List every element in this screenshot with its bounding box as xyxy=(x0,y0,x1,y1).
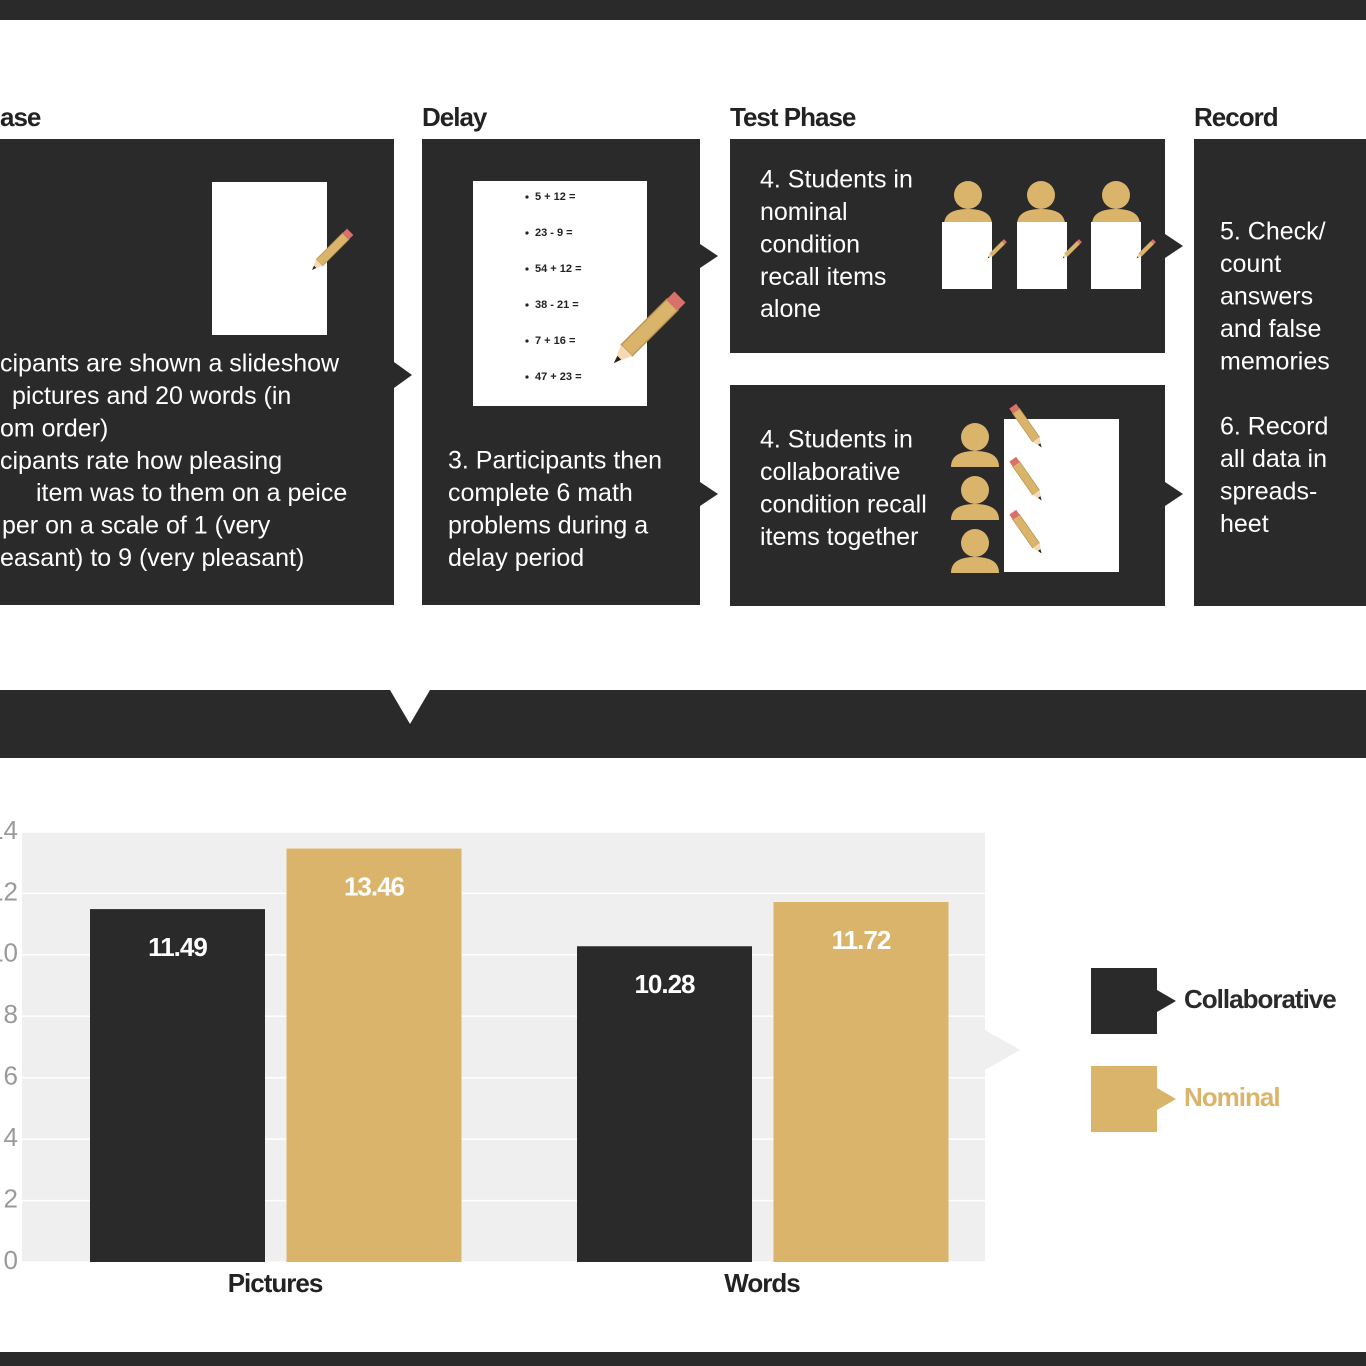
paper-icon xyxy=(212,182,327,335)
notch xyxy=(390,690,430,724)
bar xyxy=(90,909,265,1262)
math-problem: 23 - 9 = xyxy=(535,227,573,239)
paper-icon xyxy=(1004,419,1119,572)
math-problem: 5 + 12 = xyxy=(535,191,575,203)
paper-icon xyxy=(1017,222,1067,289)
body-text: item was to them on a peice xyxy=(36,479,347,507)
value-label: 10.28 xyxy=(634,969,695,999)
phase-box xyxy=(1194,139,1366,606)
math-problem: 54 + 12 = xyxy=(535,263,582,275)
phase-title: Delay xyxy=(422,102,488,132)
bullet xyxy=(525,339,529,343)
bottom-bar xyxy=(0,1352,1366,1366)
y-tick-label: 6 xyxy=(4,1061,18,1091)
value-label: 13.46 xyxy=(344,871,405,901)
body-text: collaborative xyxy=(760,458,900,486)
body-text: cipants are shown a slideshow xyxy=(0,350,340,378)
phase-title: Record xyxy=(1194,102,1278,132)
bullet xyxy=(525,375,529,379)
bullet xyxy=(525,195,529,199)
body-text: and false xyxy=(1220,315,1321,343)
body-text: per on a scale of 1 (very xyxy=(2,512,271,540)
phase-box xyxy=(0,139,394,605)
body-text: delay period xyxy=(448,544,584,572)
top-bar xyxy=(0,0,1366,20)
body-text: cipants rate how pleasing xyxy=(0,447,282,475)
arrow xyxy=(700,482,718,506)
legend-pointer xyxy=(1157,990,1176,1012)
body-text: heet xyxy=(1220,510,1269,538)
math-problem: 7 + 16 = xyxy=(535,335,575,347)
body-text: all data in xyxy=(1220,445,1327,473)
chart: 0 2 4 6 8 10 12 14 Pictures 11.49 13.46 Words 10.28 1… xyxy=(0,815,1337,1298)
bar xyxy=(286,848,462,1262)
phase-title: ase xyxy=(0,102,41,132)
bar xyxy=(773,902,949,1262)
bullet xyxy=(525,303,529,307)
body-text: alone xyxy=(760,295,821,323)
paper-icon xyxy=(1091,222,1141,289)
body-text: condition recall xyxy=(760,490,927,518)
y-tick-label: 8 xyxy=(4,999,18,1029)
body-text: count xyxy=(1220,250,1281,278)
arrow xyxy=(394,362,412,388)
paper-icon xyxy=(942,222,992,289)
legend-label: Nominal xyxy=(1184,1082,1280,1112)
body-text: condition xyxy=(760,230,860,258)
x-tick-label: Words xyxy=(724,1268,800,1298)
bullet xyxy=(525,267,529,271)
body-text: problems during a xyxy=(448,511,648,539)
arrow xyxy=(1165,482,1183,506)
pointer xyxy=(985,1030,1020,1070)
section-band xyxy=(0,690,1366,758)
arrow xyxy=(1165,234,1183,258)
math-problem: 38 - 21 = xyxy=(535,299,579,311)
body-text: nominal xyxy=(760,198,848,226)
math-problem: 47 + 23 = xyxy=(535,371,582,383)
x-tick-label: Pictures xyxy=(228,1268,323,1298)
body-text: 6. Record xyxy=(1220,413,1328,441)
body-text: answers xyxy=(1220,283,1313,311)
bar xyxy=(577,946,752,1262)
legend-swatch xyxy=(1091,1066,1157,1132)
bullet xyxy=(525,231,529,235)
y-tick-label: 2 xyxy=(4,1183,18,1213)
body-text: memories xyxy=(1220,348,1330,376)
legend-pointer xyxy=(1157,1088,1176,1110)
arrow xyxy=(700,244,718,268)
body-text: recall items xyxy=(760,263,886,291)
paper-icon xyxy=(473,181,647,406)
body-text: 5. Check/ xyxy=(1220,218,1326,246)
body-text: 3. Participants then xyxy=(448,447,662,475)
phase-title: Test Phase xyxy=(730,102,856,132)
value-label: 11.49 xyxy=(148,932,207,962)
body-text: easant) to 9 (very pleasant) xyxy=(0,544,304,572)
body-text: pictures and 20 words (in xyxy=(12,382,291,410)
value-label: 11.72 xyxy=(832,925,891,955)
body-text: om order) xyxy=(0,414,108,442)
y-tick-label: 0 xyxy=(4,1245,18,1275)
y-tick-label: 4 xyxy=(4,1122,18,1152)
y-tick-label: 10 xyxy=(0,938,18,968)
y-tick-label: 14 xyxy=(0,815,18,845)
y-tick-label: 12 xyxy=(0,876,18,906)
body-text: spreads- xyxy=(1220,477,1317,505)
body-text: complete 6 math xyxy=(448,479,633,507)
body-text: 4. Students in xyxy=(760,426,913,454)
body-text: items together xyxy=(760,523,918,551)
legend-label: Collaborative xyxy=(1184,984,1336,1014)
legend-swatch xyxy=(1091,968,1157,1034)
body-text: 4. Students in xyxy=(760,166,913,194)
